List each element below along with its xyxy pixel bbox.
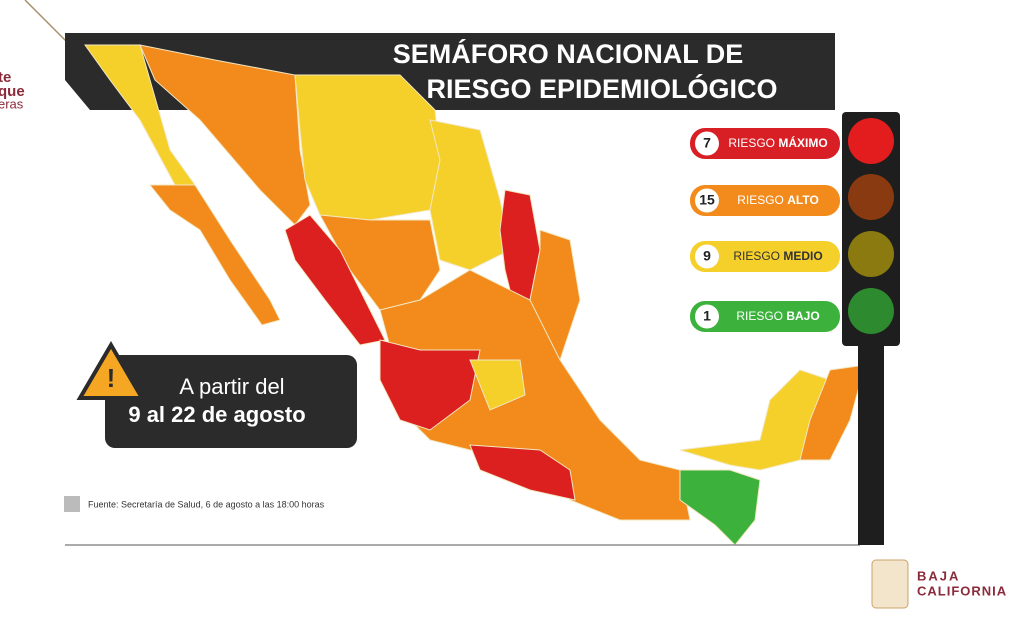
legend-label: RIESGO BAJO xyxy=(736,309,819,323)
legend-pill xyxy=(690,128,840,159)
legend-count: 15 xyxy=(699,192,715,208)
pole xyxy=(858,340,884,545)
legend-label: RIESGO MÁXIMO xyxy=(728,135,827,150)
legend-pill xyxy=(690,185,840,216)
legend-count: 9 xyxy=(703,248,711,264)
light-red xyxy=(848,118,894,164)
legend-count: 1 xyxy=(703,308,711,324)
right-logo-text: BAJA xyxy=(917,568,960,583)
light-green xyxy=(848,288,894,334)
warning-mark: ! xyxy=(107,363,116,393)
source: Fuente: Secretaría de Salud, 6 de agosto… xyxy=(88,499,325,509)
legend-badge xyxy=(695,244,719,269)
left-logo-text: que xyxy=(0,83,25,100)
crest xyxy=(871,559,909,609)
legend-level: ALTO xyxy=(787,193,819,207)
right-logo-text: CALIFORNIA xyxy=(917,583,1007,598)
state xyxy=(679,469,761,546)
period-box xyxy=(105,355,357,448)
traffic-light xyxy=(842,112,900,346)
legend-count: 7 xyxy=(703,135,711,151)
legend-prefix: RIESGO xyxy=(737,193,784,207)
state xyxy=(469,444,576,501)
state xyxy=(139,44,311,226)
state xyxy=(148,184,281,326)
legend-label: RIESGO MEDIO xyxy=(733,249,822,263)
state xyxy=(294,74,441,221)
legend-label: RIESGO ALTO xyxy=(737,193,819,207)
left-logo-text: eras xyxy=(0,96,24,111)
state xyxy=(319,214,441,311)
legend-badge xyxy=(695,304,719,329)
legend-level: MÁXIMO xyxy=(778,135,827,150)
legend-level: BAJO xyxy=(786,309,819,323)
period-text: 9 al 22 de agosto xyxy=(128,402,305,427)
legend-badge xyxy=(695,131,719,156)
state xyxy=(469,359,526,411)
legend-prefix: RIESGO xyxy=(733,249,780,263)
title: SEMÁFORO NACIONAL DE xyxy=(393,38,744,69)
source-marker xyxy=(64,496,80,512)
left-logo-text: te xyxy=(0,69,11,86)
title: RIESGO EPIDEMIOLÓGICO xyxy=(426,73,777,104)
legend-pill xyxy=(690,241,840,272)
period-text: A partir del xyxy=(179,374,284,399)
legend-level: MEDIO xyxy=(783,249,822,263)
state xyxy=(284,214,386,346)
light-yellow xyxy=(848,231,894,277)
legend-pill xyxy=(690,301,840,332)
legend: 7 RIESGO MÁXIMO 15 RIESGO ALTO 9 RIESGO MEDIO… xyxy=(690,128,840,332)
map xyxy=(84,44,866,546)
legend-prefix: RIESGO xyxy=(736,309,783,323)
state xyxy=(379,339,481,431)
legend-badge xyxy=(695,188,719,213)
legend-prefix: RIESGO xyxy=(728,136,775,150)
warning-icon xyxy=(76,341,146,400)
light-orange xyxy=(848,174,894,220)
